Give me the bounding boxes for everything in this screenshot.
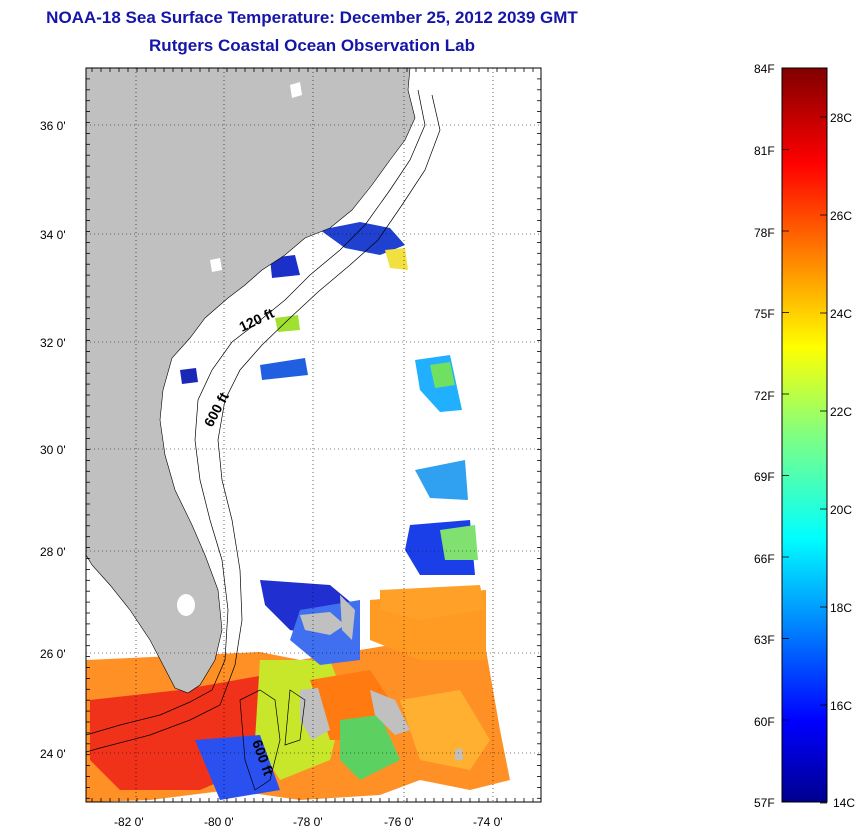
map-subtitle: Rutgers Coastal Ocean Observation Lab — [149, 36, 475, 55]
lat-label: 36 0' — [40, 119, 66, 133]
colorbar-f-label: 78F — [754, 226, 775, 240]
colorbar-c-label: 14C — [833, 796, 855, 810]
colorbar-f-label: 66F — [754, 552, 775, 566]
latitude-labels: 36 0' 34 0' 32 0' 30 0' 28 0' 26 0' 24 0… — [40, 119, 66, 761]
temperature-colorbar: 84F 81F 78F 75F 72F 69F 66F 63F 60F 57F … — [754, 62, 855, 810]
lat-label: 30 0' — [40, 443, 66, 457]
longitude-labels: -82 0' -80 0' -78 0' -76 0' -74 0' — [114, 815, 503, 829]
lon-label: -82 0' — [114, 815, 144, 829]
lat-label: 32 0' — [40, 336, 66, 350]
colorbar-f-label: 75F — [754, 307, 775, 321]
colorbar-f-label: 69F — [754, 470, 775, 484]
colorbar-f-label: 63F — [754, 633, 775, 647]
lat-label: 24 0' — [40, 747, 66, 761]
colorbar-c-label: 24C — [830, 307, 852, 321]
land-layer — [86, 68, 463, 760]
lat-label: 26 0' — [40, 647, 66, 661]
colorbar-c-label: 28C — [830, 111, 852, 125]
colorbar-f-label: 72F — [754, 389, 775, 403]
colorbar-gradient — [781, 67, 828, 803]
sst-data-layer — [86, 222, 510, 802]
map-frame — [85, 67, 542, 803]
colorbar-c-label: 18C — [830, 601, 852, 615]
colorbar-c-label: 20C — [830, 503, 852, 517]
colorbar-c-label: 22C — [830, 405, 852, 419]
colorbar-f-label: 81F — [754, 144, 775, 158]
colorbar-c-label: 16C — [830, 699, 852, 713]
colorbar-f-label: 84F — [754, 62, 775, 76]
lon-label: -76 0' — [384, 815, 414, 829]
lon-label: -74 0' — [473, 815, 503, 829]
colorbar-f-label: 60F — [754, 715, 775, 729]
colorbar-f-label: 57F — [754, 796, 775, 810]
lon-label: -78 0' — [293, 815, 323, 829]
lat-label: 34 0' — [40, 228, 66, 242]
bathymetry-contours — [86, 89, 441, 791]
map-title: NOAA-18 Sea Surface Temperature: Decembe… — [46, 8, 578, 27]
lon-label: -80 0' — [204, 815, 234, 829]
frame-ticks — [86, 67, 541, 802]
colorbar-c-label: 26C — [830, 209, 852, 223]
lat-label: 28 0' — [40, 545, 66, 559]
